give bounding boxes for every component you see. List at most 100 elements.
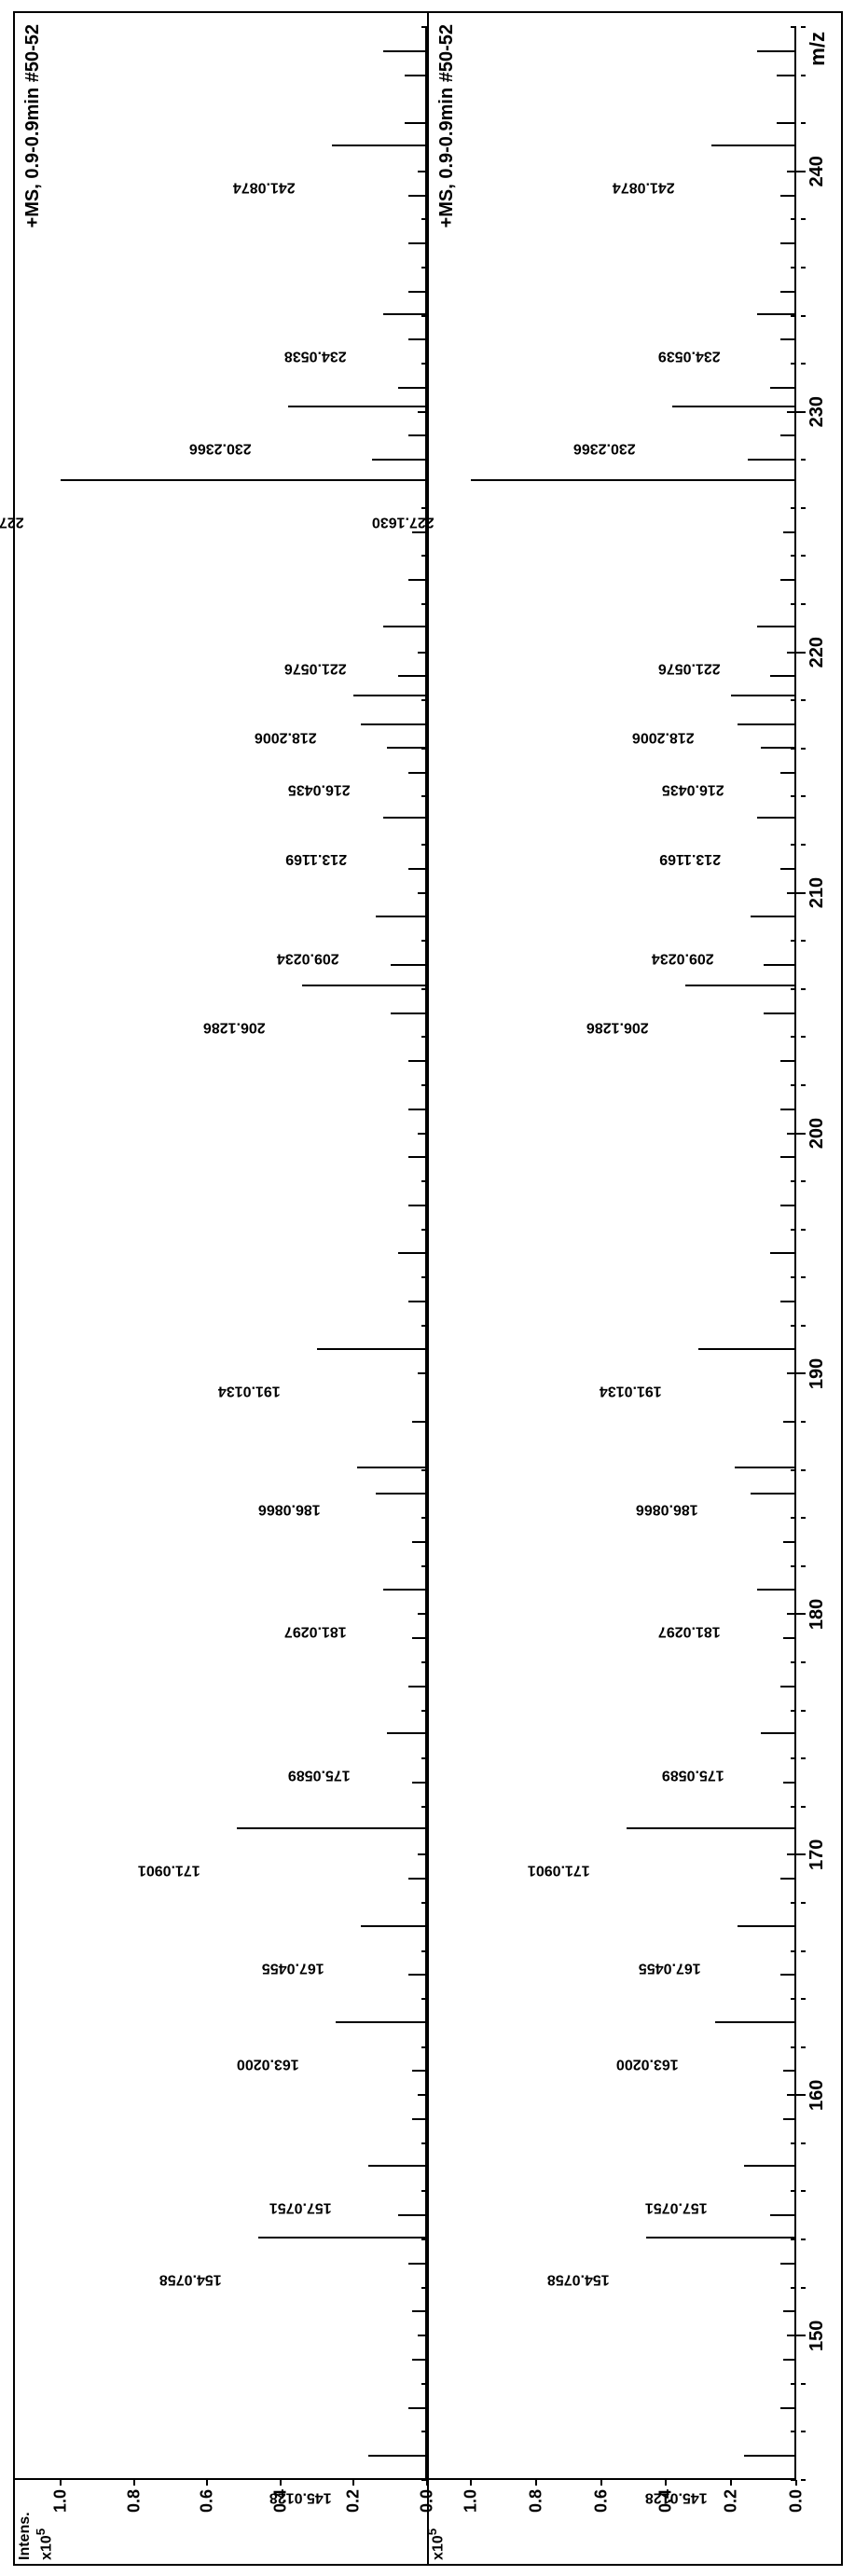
x-minor-tick [791,2382,796,2384]
x-minor-tick [791,1083,796,1085]
spectrum-peak [770,2214,796,2216]
y-axis-label-group: x105 [425,2528,447,2559]
y-tick-label: 1.0 [50,2489,70,2527]
x-minor-tick [791,1998,796,2000]
spectrum-peak [779,1974,795,1976]
x-tick-mark [796,651,806,653]
spectrum-peak: 191.0134 [698,1348,796,1350]
spectrum-peak: 163.0200 [335,2021,426,2023]
x-minor-tick [787,410,796,412]
spectrum-peak [764,1012,796,1013]
x-minor-tick [791,1901,796,1903]
x-tick-mark [796,1613,806,1615]
spectrum-peak [397,1252,426,1254]
spectrum-peak [408,1685,427,1687]
x-minor-tick [421,1468,427,1470]
x-minor-tick [791,2190,796,2192]
spectrum-container: Intens. x105 +MS, 0.9-0.9min #50-52 145.… [13,11,843,2566]
spectrum-peak [408,771,427,773]
x-tick-mark [801,1468,806,1470]
x-tick-mark [801,795,806,797]
x-tick-mark [801,2431,806,2432]
x-minor-tick [791,555,796,557]
spectrum-peak: 145.0128 [368,2454,427,2456]
y-tick-label: 0.4 [655,2489,675,2527]
spectrum-peak [777,74,796,76]
x-tick-mark [801,987,806,989]
x-tick-mark [801,1949,806,1951]
x-tick-mark [796,1132,806,1134]
spectrum-peak: 167.0455 [738,1924,796,1926]
x-tick-mark [801,1709,806,1711]
spectrum-peak: 216.0435 [760,746,795,748]
spectrum-peak [397,2214,426,2216]
x-minor-tick [421,2142,427,2143]
peak-label: 171.0901 [137,1861,203,1878]
spectrum-peak [408,290,427,292]
x-tick-label: 150 [807,2320,828,2350]
spectrum-peak [738,723,796,725]
peak-label: 213.1169 [285,850,351,867]
x-tick-mark [801,1805,806,1807]
x-minor-tick [421,266,427,268]
peak-label: 216.0435 [287,780,353,797]
spectrum-peak [779,338,795,340]
x-tick-mark [801,555,806,557]
x-minor-tick [791,1564,796,1566]
x-minor-tick [791,1036,796,1038]
x-minor-tick [791,26,796,28]
x-tick-label: 170 [807,1839,828,1869]
x-minor-tick [421,1517,427,1519]
peak-label: 157.0751 [269,2198,336,2215]
spectrum-peak: 221.0576 [757,626,796,627]
x-tick-label: 180 [807,1598,828,1629]
x-minor-tick [421,1661,427,1663]
peak-label: 171.0901 [528,1861,594,1878]
x-tick-mark [801,122,806,124]
spectrum-peak [783,1541,796,1543]
spectrum-peak: 206.1286 [302,985,427,986]
spectrum-peak [779,194,795,196]
x-tick-mark [796,1853,806,1855]
spectrum-peak: 186.0866 [357,1467,427,1468]
spectrum-peak: 171.0901 [627,1827,796,1829]
spectrum-peak [747,459,795,461]
peak-label: 234.0538 [283,347,350,364]
spectrum-panel-1: Intens. x105 +MS, 0.9-0.9min #50-52 145.… [15,13,429,2564]
spectrum-peak: 221.0576 [382,626,426,627]
x-tick-mark [801,603,806,605]
x-minor-tick [418,1613,427,1615]
x-tick-mark [801,2382,806,2384]
spectrum-peak: 213.1169 [757,817,796,819]
x-minor-tick [791,844,796,846]
x-minor-tick [791,2286,796,2288]
x-minor-tick [418,2094,427,2096]
spectrum-peak: 241.0874 [331,144,426,145]
x-tick-mark [801,1228,806,1230]
x-tick-mark [801,940,806,942]
spectrum-peak [408,1108,427,1109]
spectrum-peak [783,2310,796,2312]
spectrum-peak: 209.0234 [376,915,427,916]
spectrum-peak [408,1204,427,1205]
spectrum-peak: 157.0751 [368,2164,427,2166]
spectrum-peak [770,675,796,677]
peak-label: 191.0134 [600,1382,666,1398]
peak-label: 241.0874 [232,178,298,195]
y-scale-label: x10 [38,2535,54,2560]
x-minor-tick [421,795,427,797]
spectrum-peak: 230.2366 [287,405,426,406]
x-minor-tick [421,1805,427,1807]
x-minor-tick [421,1757,427,1759]
spectrum-peak: 206.1286 [685,985,796,986]
x-minor-tick [421,218,427,220]
x-minor-tick [791,266,796,268]
x-minor-tick [418,2335,427,2336]
x-tick-mark [801,218,806,220]
x-minor-tick [791,940,796,942]
peak-label: 181.0297 [658,1622,724,1639]
y-tick-mark [279,2480,281,2486]
x-axis-label: m/z [806,32,830,66]
spectrum-peak [412,2070,427,2072]
y-tick-mark [534,2480,536,2486]
